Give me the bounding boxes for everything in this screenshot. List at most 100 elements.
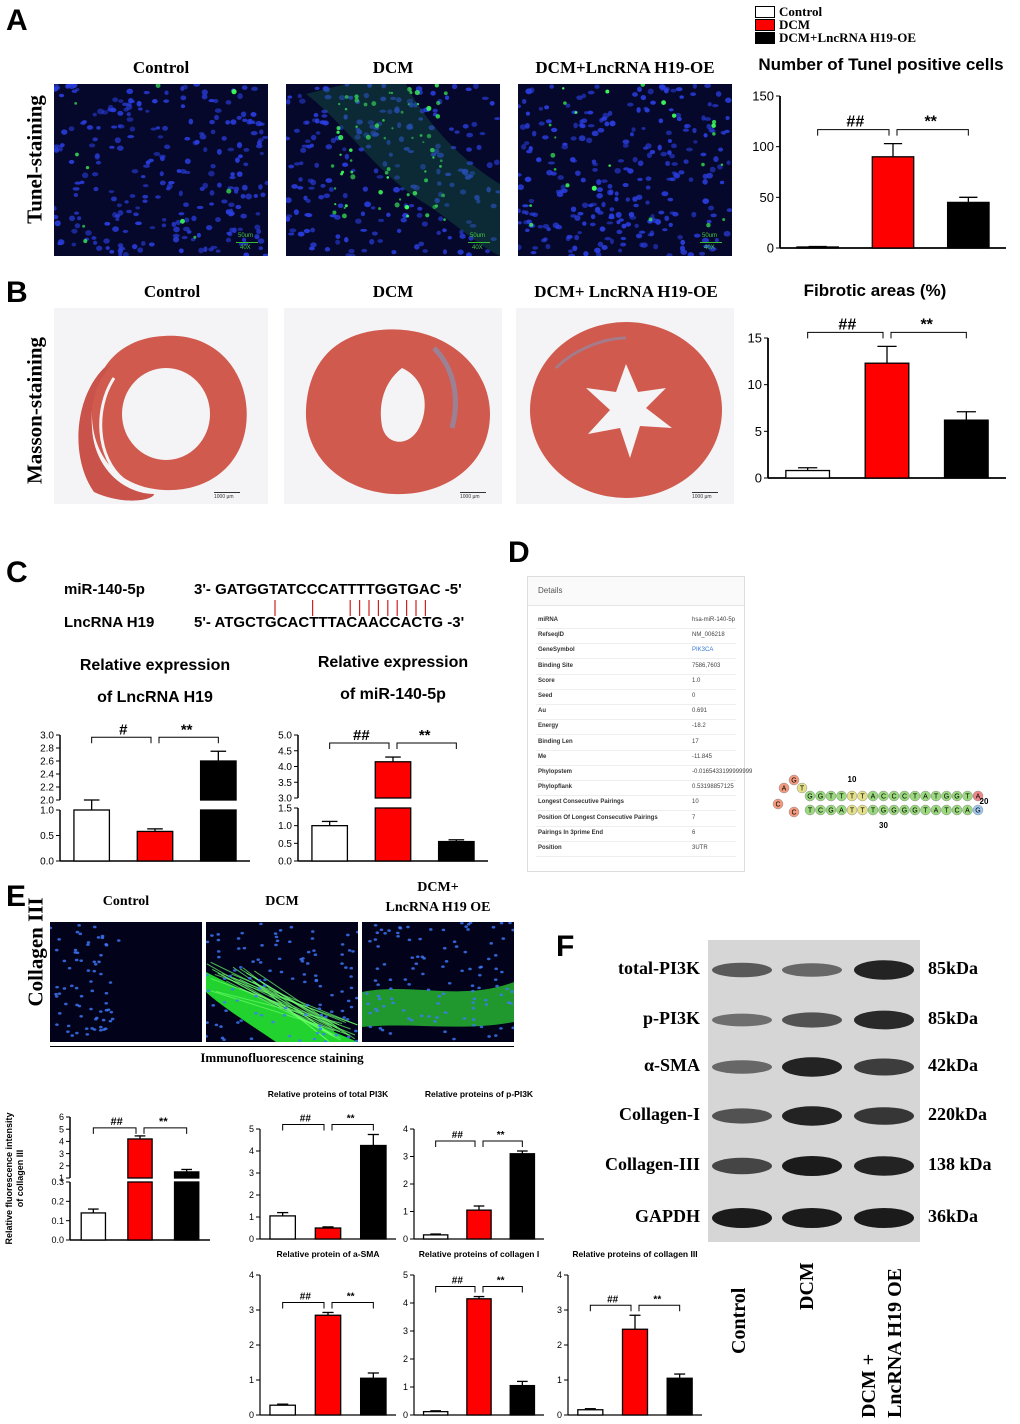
- nucleus: [457, 168, 465, 172]
- bar: [871, 156, 915, 249]
- nucleus: [665, 130, 672, 136]
- positive-cell: [432, 204, 437, 210]
- nucleus: [441, 965, 445, 968]
- positive-cell: [340, 172, 344, 176]
- nucleus: [407, 983, 411, 986]
- bar: [509, 1384, 536, 1416]
- nucleus: [70, 984, 74, 988]
- nucleus: [521, 210, 527, 214]
- nucleus: [704, 84, 712, 89]
- nucleus: [394, 164, 401, 168]
- nucleus: [196, 205, 204, 210]
- nucleus: [669, 153, 676, 159]
- nucleus: [262, 253, 268, 256]
- tunel-image-dcm-h19: 50um 40X: [518, 84, 732, 256]
- nucleus: [373, 923, 378, 927]
- nucleus: [178, 190, 183, 197]
- y-tick-label: 0.5: [278, 839, 292, 850]
- nucleus: [646, 152, 653, 159]
- nucleus: [303, 195, 308, 201]
- bar: [269, 1404, 297, 1416]
- nucleus: [682, 128, 690, 132]
- nucleus: [109, 249, 115, 254]
- nucleus: [386, 139, 391, 145]
- nucleus: [634, 223, 639, 228]
- nucleus: [346, 1035, 351, 1039]
- nucleus: [406, 98, 414, 105]
- chart-title: Relative expression: [80, 657, 230, 674]
- nucleus: [668, 222, 673, 228]
- nucleus: [213, 98, 219, 104]
- nucleus: [614, 167, 621, 174]
- nucleus: [430, 90, 436, 96]
- nucleus: [376, 945, 380, 948]
- nucleus: [151, 99, 158, 104]
- nucleus: [236, 115, 242, 120]
- blot-lane-label: DCM: [796, 1262, 818, 1310]
- nucleus: [536, 157, 542, 162]
- positive-cell: [424, 178, 428, 183]
- nucleus: [622, 139, 630, 145]
- significance-bracket: [329, 742, 390, 750]
- nucleus: [435, 1016, 439, 1019]
- nucleus: [108, 190, 115, 194]
- nucleus: [259, 129, 264, 135]
- nucleus: [427, 1015, 431, 1018]
- nucleus: [210, 245, 218, 249]
- nucleotide: [815, 790, 826, 802]
- nucleus: [524, 176, 532, 183]
- nucleus: [255, 144, 263, 149]
- nucleus: [243, 147, 250, 152]
- nucleus: [54, 220, 61, 227]
- chart-title: Relative proteins of p-PI3K: [425, 1089, 534, 1099]
- legend-swatch: [755, 19, 775, 31]
- positive-cell: [344, 204, 348, 208]
- nucleus: [703, 133, 708, 138]
- nucleus: [418, 241, 425, 247]
- nucleus: [661, 191, 669, 197]
- nucleus: [304, 139, 311, 144]
- details-key: Phylopstem: [538, 769, 573, 775]
- nucleus: [367, 120, 375, 125]
- bar-lower-segment: [173, 1181, 200, 1241]
- nucleus: [454, 945, 459, 948]
- nucleus: [578, 135, 586, 142]
- details-value: 0.691: [692, 708, 708, 715]
- significance-bracket: [158, 736, 219, 744]
- nucleus: [444, 172, 452, 177]
- nucleus: [92, 925, 97, 929]
- nucleotide: [788, 806, 800, 818]
- positive-cell: [574, 111, 578, 114]
- nucleus: [216, 950, 221, 953]
- details-row: Au 0.691: [536, 704, 736, 721]
- details-key: GeneSymbol: [538, 647, 575, 654]
- nucleus: [277, 957, 282, 961]
- nucleus: [601, 201, 606, 208]
- positive-cell: [378, 189, 383, 195]
- positive-cell: [382, 119, 385, 122]
- positive-cell: [529, 222, 534, 227]
- nucleus: [254, 1011, 258, 1015]
- nucleus: [382, 161, 388, 167]
- nucleus: [338, 95, 346, 101]
- nucleus: [238, 966, 243, 969]
- panel-label-d: D: [508, 536, 530, 569]
- nucleus: [314, 162, 320, 168]
- y-tick-label: 3: [249, 1168, 254, 1178]
- nucleotide-letter: T: [808, 808, 813, 815]
- nucleus: [254, 224, 261, 230]
- nucleus: [109, 1010, 114, 1014]
- nucleus: [466, 922, 471, 926]
- nucleus: [448, 127, 455, 131]
- nucleus: [356, 119, 363, 125]
- fiber: [211, 968, 335, 1038]
- nucleus: [671, 143, 677, 149]
- nucleus: [159, 154, 166, 159]
- nucleus: [307, 178, 314, 183]
- positive-cell: [434, 84, 440, 88]
- nucleus: [441, 928, 446, 932]
- nucleus: [597, 127, 605, 133]
- position-label: 10: [848, 775, 857, 784]
- y-tick-label: 0: [557, 1410, 562, 1420]
- positive-cell: [425, 213, 430, 218]
